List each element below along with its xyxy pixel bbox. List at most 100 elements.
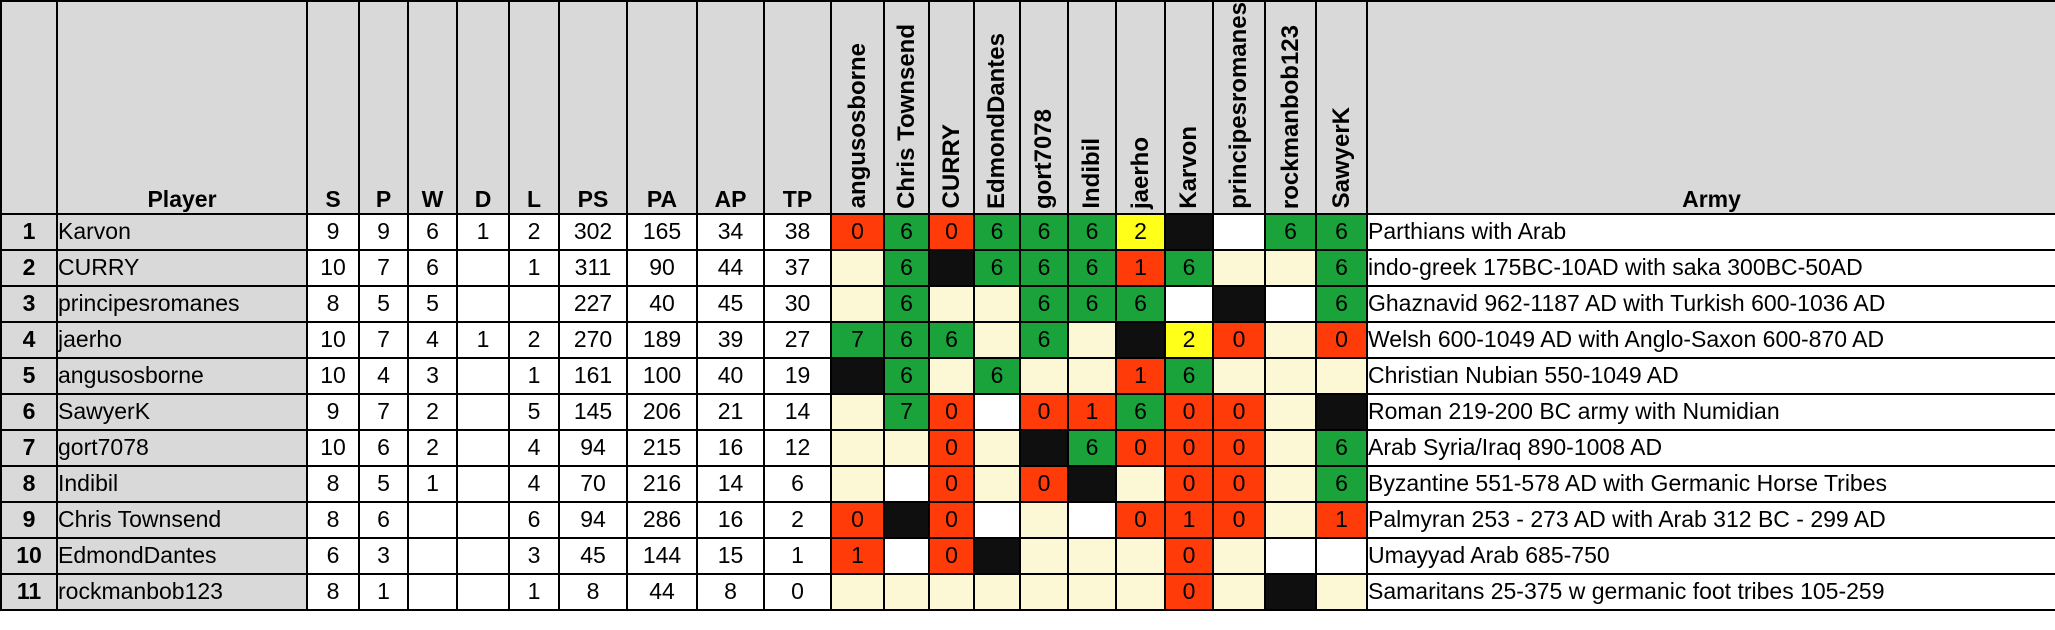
stat-tp-cell[interactable]: 14 (763, 392, 832, 431)
table-row[interactable]: 6 SawyerK 9 7 2 5 145 206 21 14 7 0 0 1 6 0 0 Roman 219-2… (0, 392, 2055, 431)
stat-pa-cell[interactable]: 215 (626, 428, 698, 467)
army-cell[interactable]: Roman 219-200 BC army with Numidian (1366, 392, 2055, 431)
stat-d-cell[interactable]: 1 (456, 212, 510, 251)
result-cell[interactable] (1019, 500, 1069, 539)
result-cell[interactable]: 6 (883, 212, 930, 251)
stat-ap-cell[interactable]: 44 (696, 248, 765, 287)
stat-p-cell[interactable]: 9 (358, 212, 409, 251)
stat-ps-cell[interactable]: 94 (558, 428, 628, 467)
result-cell[interactable] (830, 356, 885, 395)
result-cell[interactable] (1212, 356, 1266, 395)
result-cell[interactable]: 0 (928, 392, 975, 431)
header-opponent[interactable]: Indibil (1067, 0, 1117, 215)
stat-p-cell[interactable]: 3 (358, 536, 409, 575)
result-cell[interactable] (1264, 500, 1317, 539)
stat-d-cell[interactable] (456, 248, 510, 287)
result-cell[interactable] (1264, 392, 1317, 431)
result-cell[interactable] (1115, 320, 1166, 359)
header-opponent[interactable]: SawyerK (1315, 0, 1368, 215)
stat-ap-cell[interactable]: 16 (696, 500, 765, 539)
table-row[interactable]: 9 Chris Townsend 8 6 6 94 286 16 2 0 0 0 1 0 1 Palmyran… (0, 500, 2055, 539)
stat-w-cell[interactable]: 6 (407, 248, 458, 287)
header-opponent[interactable]: gort7078 (1019, 0, 1069, 215)
stat-s-cell[interactable]: 10 (306, 428, 360, 467)
player-name-cell[interactable]: Chris Townsend (56, 500, 308, 539)
stat-d-cell[interactable] (456, 392, 510, 431)
result-cell[interactable]: 6 (1019, 212, 1069, 251)
result-cell[interactable] (1264, 284, 1317, 323)
stat-ap-cell[interactable]: 14 (696, 464, 765, 503)
result-cell[interactable] (883, 500, 930, 539)
header-s[interactable]: S (306, 0, 360, 215)
result-cell[interactable]: 6 (1067, 248, 1117, 287)
table-row[interactable]: 8 Indibil 8 5 1 4 70 216 14 6 0 0 0 0 6 Byzantine 551-5… (0, 464, 2055, 503)
stat-pa-cell[interactable]: 44 (626, 572, 698, 611)
player-name-cell[interactable]: jaerho (56, 320, 308, 359)
stat-pa-cell[interactable]: 100 (626, 356, 698, 395)
result-cell[interactable]: 7 (830, 320, 885, 359)
result-cell[interactable]: 6 (1019, 248, 1069, 287)
stat-s-cell[interactable]: 6 (306, 536, 360, 575)
result-cell[interactable]: 6 (1315, 248, 1368, 287)
army-cell[interactable]: Christian Nubian 550-1049 AD (1366, 356, 2055, 395)
result-cell[interactable] (928, 284, 975, 323)
result-cell[interactable]: 6 (973, 248, 1021, 287)
header-w[interactable]: W (407, 0, 458, 215)
table-row[interactable]: 3 principesromanes 8 5 5 227 40 45 30 6 6 6 6 6 Ghazna… (0, 284, 2055, 323)
result-cell[interactable]: 6 (883, 284, 930, 323)
stat-w-cell[interactable]: 5 (407, 284, 458, 323)
stat-s-cell[interactable]: 8 (306, 500, 360, 539)
stat-p-cell[interactable]: 7 (358, 392, 409, 431)
stat-l-cell[interactable]: 3 (508, 536, 560, 575)
result-cell[interactable] (830, 428, 885, 467)
header-opponent[interactable]: CURRY (928, 0, 975, 215)
stat-w-cell[interactable]: 2 (407, 428, 458, 467)
result-cell[interactable]: 0 (928, 464, 975, 503)
stat-p-cell[interactable]: 7 (358, 320, 409, 359)
result-cell[interactable] (973, 320, 1021, 359)
result-cell[interactable] (1264, 572, 1317, 611)
result-cell[interactable] (973, 392, 1021, 431)
result-cell[interactable] (973, 284, 1021, 323)
stat-s-cell[interactable]: 10 (306, 320, 360, 359)
header-army[interactable]: Army (1366, 0, 2055, 215)
result-cell[interactable] (1164, 212, 1214, 251)
result-cell[interactable]: 1 (1067, 392, 1117, 431)
header-tp[interactable]: TP (763, 0, 832, 215)
result-cell[interactable]: 0 (830, 500, 885, 539)
result-cell[interactable] (1212, 212, 1266, 251)
result-cell[interactable] (1019, 572, 1069, 611)
stat-l-cell[interactable]: 4 (508, 428, 560, 467)
stat-ps-cell[interactable]: 70 (558, 464, 628, 503)
stat-l-cell[interactable]: 1 (508, 572, 560, 611)
army-cell[interactable]: Ghaznavid 962-1187 AD with Turkish 600-1… (1366, 284, 2055, 323)
stat-tp-cell[interactable]: 12 (763, 428, 832, 467)
result-cell[interactable]: 0 (1212, 428, 1266, 467)
stat-tp-cell[interactable]: 2 (763, 500, 832, 539)
result-cell[interactable] (1264, 536, 1317, 575)
stat-s-cell[interactable]: 8 (306, 464, 360, 503)
stat-ap-cell[interactable]: 40 (696, 356, 765, 395)
stat-d-cell[interactable] (456, 464, 510, 503)
result-cell[interactable] (1264, 464, 1317, 503)
stat-w-cell[interactable]: 4 (407, 320, 458, 359)
stat-d-cell[interactable] (456, 572, 510, 611)
stat-p-cell[interactable]: 6 (358, 500, 409, 539)
header-opponent[interactable]: Karvon (1164, 0, 1214, 215)
result-cell[interactable] (1264, 356, 1317, 395)
player-name-cell[interactable]: EdmondDantes (56, 536, 308, 575)
stat-ap-cell[interactable]: 21 (696, 392, 765, 431)
result-cell[interactable]: 0 (1212, 500, 1266, 539)
result-cell[interactable]: 0 (1115, 500, 1166, 539)
header-opponent[interactable]: angusosborne (830, 0, 885, 215)
stat-w-cell[interactable]: 3 (407, 356, 458, 395)
result-cell[interactable] (883, 572, 930, 611)
stat-w-cell[interactable] (407, 500, 458, 539)
stat-d-cell[interactable] (456, 356, 510, 395)
table-row[interactable]: 11 rockmanbob123 8 1 1 8 44 8 0 0 Samaritans 25-37… (0, 572, 2055, 611)
stat-l-cell[interactable]: 2 (508, 320, 560, 359)
result-cell[interactable] (1212, 536, 1266, 575)
result-cell[interactable]: 2 (1115, 212, 1166, 251)
result-cell[interactable]: 1 (1115, 248, 1166, 287)
result-cell[interactable]: 0 (1164, 428, 1214, 467)
